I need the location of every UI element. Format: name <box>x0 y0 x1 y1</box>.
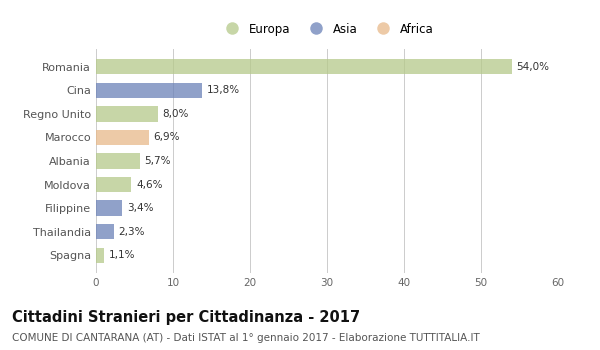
Bar <box>96 106 158 121</box>
Text: 54,0%: 54,0% <box>517 62 550 72</box>
Bar <box>96 59 512 75</box>
Bar <box>96 177 131 192</box>
Text: 3,4%: 3,4% <box>127 203 154 213</box>
Text: 2,3%: 2,3% <box>118 227 145 237</box>
Bar <box>96 201 122 216</box>
Bar <box>96 247 104 263</box>
Text: Cittadini Stranieri per Cittadinanza - 2017: Cittadini Stranieri per Cittadinanza - 2… <box>12 310 360 325</box>
Text: 13,8%: 13,8% <box>207 85 240 95</box>
Bar <box>96 83 202 98</box>
Bar <box>96 130 149 145</box>
Text: 5,7%: 5,7% <box>145 156 171 166</box>
Text: 1,1%: 1,1% <box>109 250 136 260</box>
Text: 6,9%: 6,9% <box>154 132 180 142</box>
Text: 4,6%: 4,6% <box>136 180 163 190</box>
Bar <box>96 153 140 169</box>
Text: 8,0%: 8,0% <box>162 109 188 119</box>
Text: COMUNE DI CANTARANA (AT) - Dati ISTAT al 1° gennaio 2017 - Elaborazione TUTTITAL: COMUNE DI CANTARANA (AT) - Dati ISTAT al… <box>12 333 480 343</box>
Legend: Europa, Asia, Africa: Europa, Asia, Africa <box>217 19 437 39</box>
Bar <box>96 224 114 239</box>
